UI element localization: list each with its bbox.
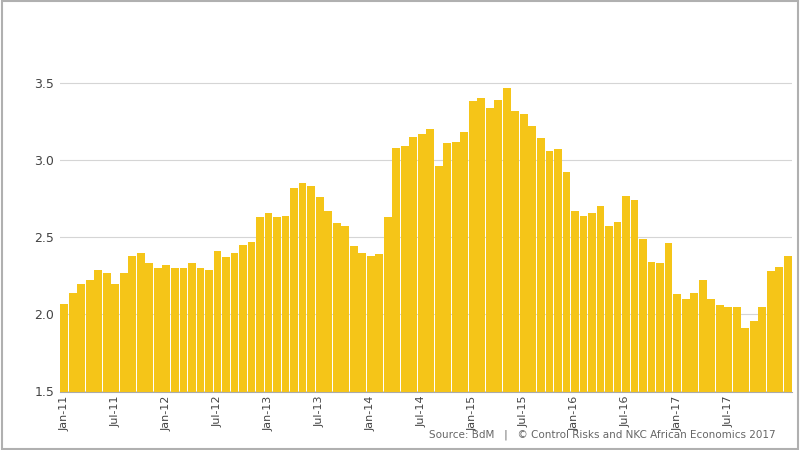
Bar [486,108,494,392]
Bar [588,212,596,392]
Bar [665,243,673,392]
Bar [554,149,562,392]
Bar [478,99,486,392]
Bar [307,186,315,392]
Bar [597,207,605,392]
Bar [247,242,255,392]
Bar [94,270,102,392]
Bar [562,172,570,392]
Bar [758,306,766,392]
Text: GROSS FOREX RESERVES ($bn): GROSS FOREX RESERVES ($bn) [12,21,326,39]
Bar [690,293,698,392]
Bar [443,143,451,392]
Bar [350,247,358,392]
Bar [214,251,222,392]
Bar [460,132,468,392]
Bar [742,328,749,392]
Bar [171,268,179,392]
Bar [775,266,783,392]
Bar [546,151,554,392]
Bar [716,305,723,392]
Bar [179,268,187,392]
Bar [282,216,290,392]
Bar [614,222,622,392]
Bar [682,299,690,392]
Bar [69,293,77,392]
Bar [120,273,128,392]
Bar [78,284,85,392]
Bar [418,134,426,392]
Bar [392,148,400,392]
Bar [579,216,587,392]
Bar [724,306,732,392]
Bar [648,262,655,392]
Bar [639,239,647,392]
Bar [401,146,409,392]
Bar [230,252,238,392]
Bar [366,256,374,392]
Bar [605,226,613,392]
Bar [384,217,392,392]
Bar [469,101,477,392]
Bar [86,280,94,392]
Bar [129,256,136,392]
Bar [316,197,323,392]
Bar [197,268,204,392]
Bar [290,188,298,392]
Bar [273,217,281,392]
Bar [656,263,664,392]
Bar [733,306,741,392]
Bar [435,166,442,392]
Bar [750,320,758,392]
Bar [256,217,264,392]
Bar [767,271,774,392]
Bar [137,252,145,392]
Bar [494,100,502,392]
Bar [162,265,170,392]
Bar [426,129,434,391]
Bar [622,196,630,392]
Bar [707,299,715,392]
Bar [375,254,383,392]
Bar [520,114,528,392]
Bar [410,137,417,392]
Bar [333,223,341,392]
Bar [571,211,579,392]
Bar [188,263,196,392]
Bar [111,284,119,392]
Bar [529,126,536,392]
Bar [342,226,349,392]
Bar [222,257,230,392]
Bar [239,245,247,392]
Text: Source: BdM   |   © Control Risks and NKC African Economics 2017: Source: BdM | © Control Risks and NKC Af… [430,430,776,440]
Bar [205,270,213,392]
Bar [537,139,545,392]
Bar [358,252,366,392]
Bar [452,142,460,392]
Bar [146,263,154,392]
Bar [265,212,273,392]
Bar [298,183,306,392]
Bar [154,268,162,392]
Bar [511,111,519,392]
Bar [503,88,510,392]
Bar [698,280,706,392]
Bar [673,294,681,392]
Bar [60,304,68,392]
Bar [630,200,638,392]
Bar [103,273,110,392]
Bar [324,211,332,392]
Bar [784,256,792,392]
